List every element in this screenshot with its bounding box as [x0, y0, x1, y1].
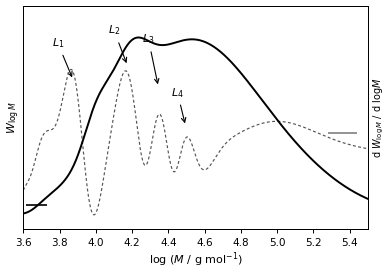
- Text: $L_1$: $L_1$: [52, 36, 72, 76]
- Text: $L_3$: $L_3$: [142, 32, 159, 83]
- Text: $L_2$: $L_2$: [108, 24, 127, 62]
- Text: $L_4$: $L_4$: [171, 86, 186, 122]
- Y-axis label: $W_{\log M}$: $W_{\log M}$: [5, 101, 22, 134]
- X-axis label: log ($M$ / g mol$^{-1}$): log ($M$ / g mol$^{-1}$): [149, 251, 243, 270]
- Y-axis label: d $W_{\log M}$ / d log$M$: d $W_{\log M}$ / d log$M$: [372, 77, 387, 158]
